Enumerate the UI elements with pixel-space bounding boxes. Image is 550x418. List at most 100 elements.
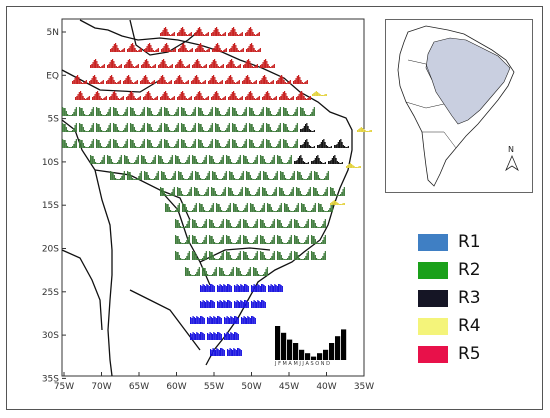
example-month-bar: [293, 343, 298, 360]
month-bar: [225, 187, 226, 196]
month-bar: [200, 301, 201, 308]
month-bar: [198, 333, 199, 340]
month-bar: [228, 125, 229, 132]
month-bar: [226, 144, 227, 148]
month-bar: [218, 140, 219, 148]
month-bar: [185, 162, 186, 164]
month-bar: [283, 123, 284, 132]
grid-cell-chart: [300, 107, 315, 116]
month-bar: [216, 175, 217, 180]
month-bar: [170, 131, 171, 132]
month-bar: [298, 172, 299, 180]
month-bar: [336, 195, 337, 196]
month-bar: [280, 252, 281, 260]
month-bar: [207, 33, 208, 36]
month-bar: [268, 82, 269, 84]
month-bar: [287, 226, 288, 228]
month-bar: [244, 316, 245, 324]
month-bar: [136, 179, 137, 180]
month-bar: [196, 316, 197, 324]
month-bar: [300, 191, 301, 196]
month-bar: [253, 143, 254, 148]
month-bar: [239, 302, 240, 308]
month-bar: [257, 284, 258, 292]
month-bar: [218, 227, 219, 228]
month-bar: [241, 33, 242, 36]
month-bar: [304, 96, 305, 100]
month-bar: [256, 268, 257, 276]
grid-cell-chart: [311, 251, 326, 260]
month-bar: [110, 139, 111, 148]
month-bar: [342, 142, 343, 148]
month-bar: [101, 130, 102, 132]
month-bar: [215, 172, 216, 180]
month-bar: [220, 256, 221, 260]
month-bar: [178, 62, 179, 68]
month-bar: [186, 224, 187, 228]
month-bar: [170, 35, 171, 36]
grid-cell-chart: [280, 171, 295, 180]
month-bar: [311, 210, 312, 212]
month-bar: [225, 275, 226, 276]
month-bar: [323, 95, 324, 96]
month-bar: [338, 162, 339, 164]
month-bar: [235, 83, 236, 84]
month-bar: [100, 162, 101, 164]
month-bar: [322, 195, 323, 196]
month-bar: [218, 108, 219, 116]
month-bar: [130, 163, 131, 164]
grid-cell-chart: [147, 107, 162, 116]
grid-cell-chart: [296, 91, 311, 100]
month-bar: [161, 156, 162, 164]
month-bar: [307, 211, 308, 212]
month-bar: [244, 220, 245, 228]
month-bar: [218, 286, 219, 292]
month-bar: [99, 83, 100, 84]
month-bar: [195, 32, 196, 36]
grid-cell-chart: [328, 155, 343, 164]
month-bar: [315, 92, 316, 96]
month-bar: [201, 302, 202, 308]
month-bar: [71, 131, 72, 132]
legend-item-r1: R1: [418, 228, 528, 256]
month-bar: [91, 156, 92, 164]
month-bar: [191, 96, 192, 100]
month-bar: [247, 285, 248, 292]
month-bar: [283, 243, 284, 244]
month-bar: [277, 155, 278, 164]
month-bar: [278, 284, 279, 292]
month-bar: [96, 92, 97, 100]
month-bar: [335, 145, 336, 148]
month-bar: [275, 189, 276, 196]
month-bar: [333, 156, 334, 164]
month-bar: [269, 286, 270, 292]
month-bar: [195, 62, 196, 68]
month-bar: [201, 332, 202, 340]
month-bar: [215, 350, 216, 356]
month-bar: [215, 227, 216, 228]
grid-cell-chart: [175, 235, 190, 244]
month-bar: [182, 27, 183, 36]
month-bar: [186, 195, 187, 196]
month-bar: [322, 140, 323, 148]
month-bar: [78, 94, 79, 100]
month-bar: [134, 96, 135, 100]
month-bar: [243, 251, 244, 260]
month-bar: [303, 259, 304, 260]
month-bar: [215, 269, 216, 276]
month-bar: [184, 243, 185, 244]
month-bar: [154, 80, 155, 84]
month-bar: [213, 239, 214, 244]
month-bar: [158, 128, 159, 132]
month-bar: [225, 301, 226, 308]
grid-cell-chart: [181, 123, 196, 132]
month-bar: [236, 143, 237, 148]
month-bar: [202, 162, 203, 164]
month-bar: [254, 146, 255, 148]
month-bar: [152, 130, 153, 132]
grid-cell-chart: [143, 91, 158, 100]
month-bar: [253, 32, 254, 36]
month-bar: [198, 92, 199, 100]
month-bar: [256, 221, 257, 228]
month-bar: [205, 192, 206, 196]
